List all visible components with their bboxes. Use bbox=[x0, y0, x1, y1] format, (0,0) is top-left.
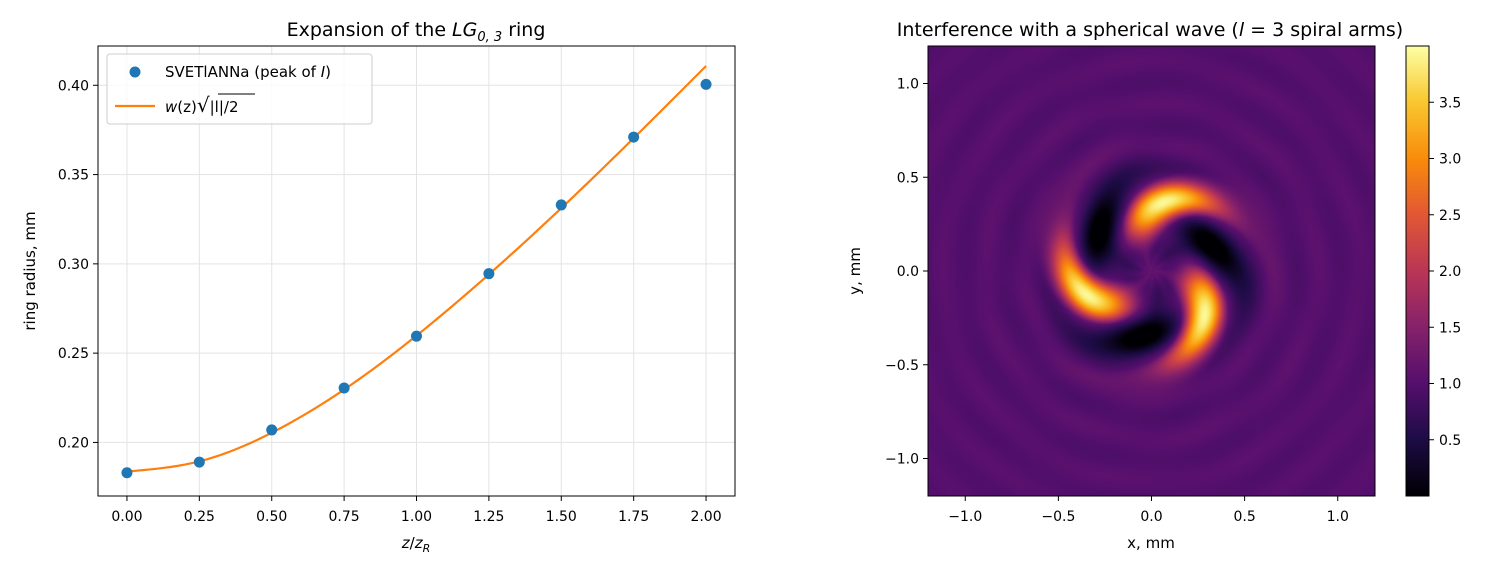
colorbar-tick-label: 1.5 bbox=[1439, 320, 1461, 336]
left-x-tick-label: 0.25 bbox=[184, 509, 215, 525]
legend-label-points: SVETlANNa (peak of I) bbox=[165, 63, 331, 81]
left-y-axis-label: ring radius, mm bbox=[21, 211, 39, 330]
right-x-tick-label: −0.5 bbox=[1041, 509, 1075, 525]
data-point bbox=[411, 330, 422, 342]
left-x-tick-label: 1.25 bbox=[473, 509, 504, 525]
legend-marker-points bbox=[129, 66, 141, 78]
right-ticks: −1.0 −0.5 0.0 0.5 1.0 −1.0 −0.5 0.0 0.5 1.0 bbox=[885, 77, 1349, 526]
legend: SVETlANNa (peak of I) w(z)√|l|/2 bbox=[106, 53, 373, 125]
right-y-tick-label: −1.0 bbox=[885, 452, 919, 468]
left-axes-frame bbox=[97, 45, 736, 497]
left-y-tick-label: 0.30 bbox=[58, 257, 89, 273]
colorbar-tick-label: 3.0 bbox=[1439, 152, 1461, 168]
right-plot-title: Interference with a spherical wave (l = … bbox=[897, 19, 1403, 41]
colorbar-ticks: 0.5 1.0 1.5 2.0 2.5 3.0 3.5 bbox=[1429, 95, 1461, 449]
left-x-tick-label: 0.75 bbox=[329, 509, 360, 525]
heatmap-container bbox=[928, 46, 1375, 496]
colorbar bbox=[1406, 46, 1429, 496]
measured-points bbox=[121, 78, 712, 479]
left-y-tick-label: 0.25 bbox=[58, 346, 89, 362]
colorbar-tick-label: 2.0 bbox=[1439, 264, 1461, 280]
data-point bbox=[121, 467, 133, 479]
left-y-tick-label: 0.35 bbox=[58, 168, 89, 184]
left-y-tick-label: 0.20 bbox=[58, 435, 89, 451]
colorbar-container bbox=[1406, 46, 1429, 496]
left-y-tick-label: 0.40 bbox=[58, 78, 89, 94]
left-x-tick-label: 1.00 bbox=[401, 509, 432, 525]
left-x-tick-label: 0.50 bbox=[256, 509, 287, 525]
data-point bbox=[483, 268, 495, 280]
colorbar-tick-label: 3.5 bbox=[1439, 95, 1461, 111]
data-point bbox=[700, 78, 712, 90]
data-point bbox=[266, 424, 278, 436]
colorbar-tick-label: 1.0 bbox=[1439, 377, 1461, 393]
legend-label-model: w(z)√|l|/2 bbox=[165, 93, 238, 117]
right-x-axis-label: x, mm bbox=[1127, 534, 1175, 552]
data-point bbox=[193, 456, 205, 468]
right-y-tick-label: 0.0 bbox=[897, 264, 919, 280]
colorbar-tick-label: 0.5 bbox=[1439, 433, 1461, 449]
left-x-axis-label: z/zR bbox=[401, 534, 430, 555]
heatmap-plot: Interference with a spherical wave (l = … bbox=[846, 19, 1461, 552]
left-ticks: 0.00 0.25 0.50 0.75 1.00 1.25 1.50 1.75 2.00 0.20… bbox=[58, 78, 722, 525]
right-x-tick-label: −1.0 bbox=[948, 509, 982, 525]
left-x-tick-label: 0.00 bbox=[111, 509, 142, 525]
left-x-tick-label: 1.75 bbox=[618, 509, 649, 525]
right-y-tick-label: 0.5 bbox=[897, 170, 919, 186]
right-y-tick-label: −0.5 bbox=[885, 358, 919, 374]
left-x-tick-label: 1.50 bbox=[546, 509, 577, 525]
right-x-tick-label: 1.0 bbox=[1327, 509, 1349, 525]
right-y-tick-label: 1.0 bbox=[897, 77, 919, 93]
data-point bbox=[555, 199, 567, 211]
right-x-tick-label: 0.0 bbox=[1140, 509, 1162, 525]
left-x-tick-label: 2.00 bbox=[690, 509, 721, 525]
colorbar-tick-label: 2.5 bbox=[1439, 208, 1461, 224]
left-plot-title: Expansion of the LG0, 3 ring bbox=[287, 19, 546, 45]
data-point bbox=[338, 382, 350, 394]
right-y-axis-label: y, mm bbox=[846, 247, 864, 295]
data-point bbox=[628, 131, 640, 143]
interference-heatmap bbox=[928, 46, 1375, 496]
line-plot: Expansion of the LG0, 3 ring 0.00 0.25 0.5… bbox=[21, 19, 736, 555]
right-x-tick-label: 0.5 bbox=[1233, 509, 1255, 525]
legend-box bbox=[106, 53, 373, 125]
